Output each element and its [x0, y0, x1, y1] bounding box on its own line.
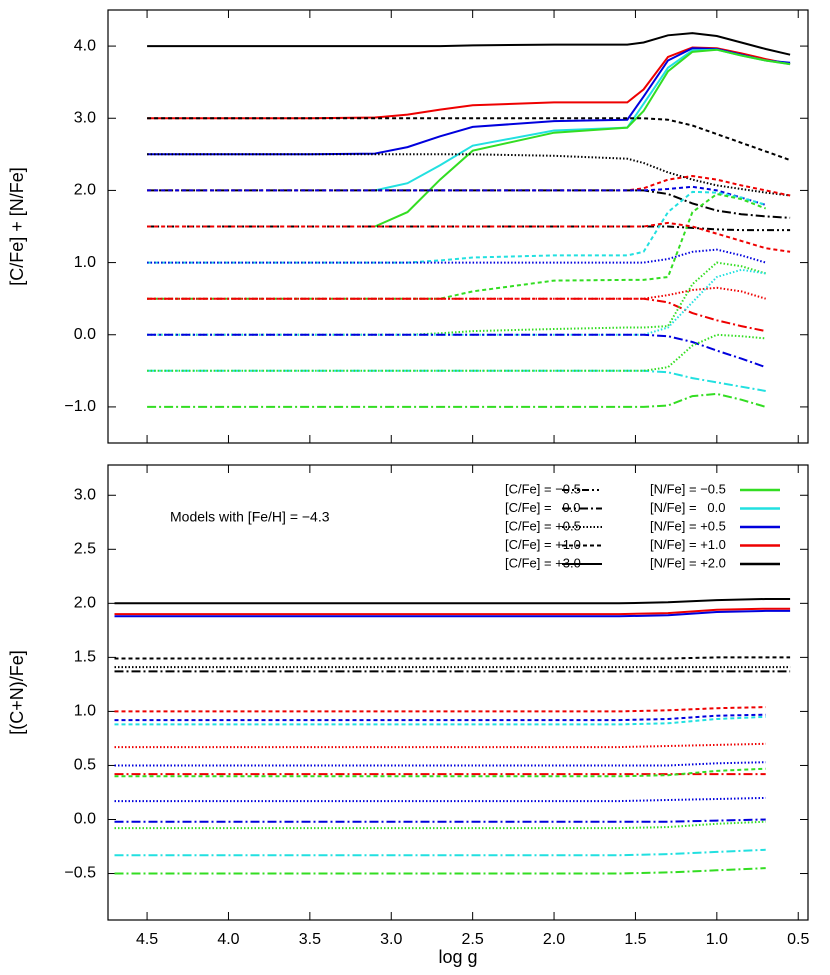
y-tick-label: 1.5	[74, 649, 96, 666]
y-tick-label: 1.0	[74, 254, 96, 271]
y-tick-label: 1.0	[74, 703, 96, 720]
plot-frame	[107, 464, 809, 921]
series-line	[114, 848, 766, 857]
y-tick-label: 2.5	[74, 541, 96, 558]
legend-label: [N/Fe] = +0.5	[650, 518, 726, 533]
series-line	[114, 598, 791, 605]
y-tick-label: 0.0	[74, 326, 96, 343]
series-line	[114, 742, 766, 749]
series-line	[147, 333, 766, 372]
series-line	[147, 117, 791, 162]
plot-frame	[107, 9, 809, 444]
series-line	[147, 46, 791, 120]
series-line	[114, 767, 766, 778]
y-axis-label: [(C+N)/Fe]	[7, 650, 27, 735]
series-line	[147, 333, 767, 369]
legend-label: [C/Fe] = +0.5	[505, 518, 581, 533]
x-tick-label: 2.5	[462, 931, 484, 948]
series-line	[147, 153, 791, 197]
y-tick-label: 2.0	[74, 182, 96, 199]
legend-label: [C/Fe] = −0.5	[505, 481, 581, 496]
legend-label: [C/Fe] = +1.0	[505, 537, 581, 552]
legend-label: [C/Fe] = 0.0	[505, 500, 581, 515]
legend-label: [N/Fe] = −0.5	[650, 481, 726, 496]
series-line	[147, 225, 791, 232]
x-tick-label: 2.0	[543, 931, 565, 948]
series-line	[114, 713, 766, 722]
x-tick-label: 3.0	[380, 931, 402, 948]
x-tick-label: 4.5	[136, 931, 158, 948]
series-line	[114, 820, 766, 830]
annotation: Models with [Fe/H] = −4.3	[170, 509, 330, 525]
x-tick-label: 1.5	[624, 931, 646, 948]
x-tick-label: 3.5	[299, 931, 321, 948]
series-line	[147, 268, 766, 336]
series-line	[114, 607, 791, 616]
series-line	[147, 47, 791, 156]
x-tick-label: 4.0	[217, 931, 239, 948]
series-line	[114, 867, 766, 875]
legend-label: [N/Fe] = 0.0	[650, 500, 726, 515]
series-line	[114, 761, 766, 767]
y-tick-label: −1.0	[64, 398, 96, 415]
y-tick-label: 0.5	[74, 757, 96, 774]
series-line	[147, 297, 766, 333]
y-tick-label: 2.0	[74, 595, 96, 612]
series-line	[147, 369, 766, 392]
series-line	[114, 818, 766, 823]
x-axis-label: log g	[438, 947, 477, 967]
legend-label: [N/Fe] = +2.0	[650, 555, 726, 570]
series-line	[147, 221, 791, 253]
series-line	[114, 706, 766, 713]
y-tick-label: 3.0	[74, 486, 96, 503]
series-line	[147, 190, 766, 264]
y-tick-label: 0.0	[74, 811, 96, 828]
series-line	[147, 392, 766, 408]
series-line	[114, 796, 766, 803]
legend-label: [N/Fe] = +1.0	[650, 537, 726, 552]
series-line	[147, 192, 767, 300]
legend-label: [C/Fe] = +3.0	[505, 555, 581, 570]
series-line	[147, 32, 791, 56]
series-line	[147, 248, 766, 264]
series-line	[114, 715, 766, 726]
series-line	[114, 656, 791, 660]
y-axis-label: [C/Fe] + [N/Fe]	[7, 167, 27, 286]
y-tick-label: 4.0	[74, 37, 96, 54]
x-tick-label: 0.5	[787, 931, 809, 948]
y-tick-label: −0.5	[64, 865, 96, 882]
x-tick-label: 1.0	[706, 931, 728, 948]
series-line	[374, 48, 791, 228]
series-line	[114, 609, 791, 618]
y-tick-label: 3.0	[74, 109, 96, 126]
series-line	[147, 189, 791, 219]
series-line	[147, 286, 766, 300]
series-line	[147, 185, 766, 206]
